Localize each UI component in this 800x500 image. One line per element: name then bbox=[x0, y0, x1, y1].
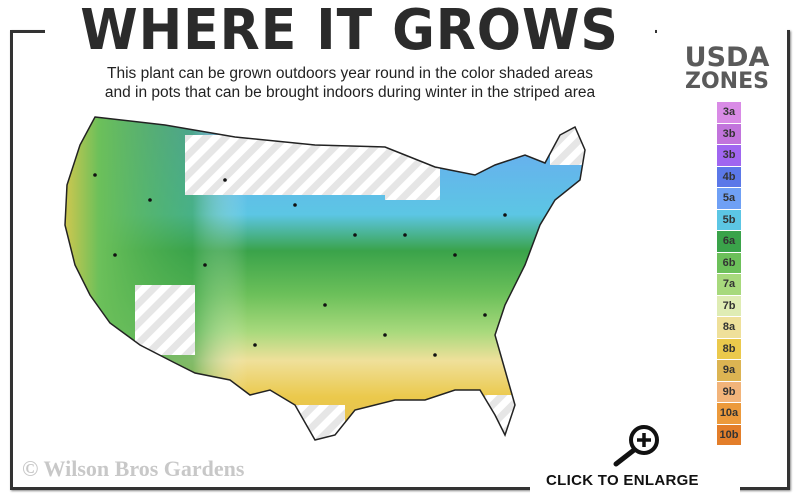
zone-swatch-6b: 6b bbox=[717, 252, 741, 273]
copyright-watermark: © Wilson Bros Gardens bbox=[22, 456, 245, 481]
click-to-enlarge-button[interactable] bbox=[530, 465, 740, 500]
page-title: WHERE IT GROWS bbox=[45, 0, 655, 62]
usda-zone-legend: USDA ZONES 3a 3b 3b 4b 5a 5b 6a 6b 7a 7b 8a 8b 9a 9b 1… bbox=[657, 20, 787, 460]
legend-title-zones: ZONES bbox=[685, 69, 769, 94]
zone-swatch-8b: 8b bbox=[717, 338, 741, 359]
zone-swatch-list: 3a 3b 3b 4b 5a 5b 6a 6b 7a 7b 8a 8b 9a 9b 10a 10b bbox=[717, 102, 741, 446]
striped-area-southwest bbox=[135, 285, 195, 355]
zone-swatch-7b: 7b bbox=[717, 295, 741, 316]
zone-swatch-6a: 6a bbox=[717, 231, 741, 252]
zone-swatch-5b: 5b bbox=[717, 209, 741, 230]
title-text: WHERE IT GROWS bbox=[80, 0, 620, 63]
zone-swatch-4b: 4b bbox=[717, 166, 741, 187]
zone-swatch-9a: 9a bbox=[717, 360, 741, 381]
zone-swatch-10a: 10a bbox=[717, 403, 741, 424]
subtitle-line-1: This plant can be grown outdoors year ro… bbox=[107, 65, 593, 82]
usda-zone-map[interactable] bbox=[55, 105, 605, 470]
subtitle: This plant can be grown outdoors year ro… bbox=[45, 64, 655, 102]
zone-swatch-9b: 9b bbox=[717, 381, 741, 402]
zone-swatch-5a: 5a bbox=[717, 188, 741, 209]
magnifier-plus-icon[interactable] bbox=[610, 422, 666, 468]
subtitle-line-2: and in pots that can be brought indoors … bbox=[104, 84, 596, 101]
legend-title: USDA ZONES bbox=[682, 42, 772, 94]
zone-swatch-3a: 3a bbox=[717, 102, 741, 123]
legend-title-usda: USDA bbox=[684, 42, 770, 73]
zone-swatch-7a: 7a bbox=[717, 274, 741, 295]
zone-swatch-3b: 3b bbox=[717, 123, 741, 144]
zone-swatch-10b: 10b bbox=[717, 424, 741, 445]
click-to-enlarge-label[interactable]: CLICK TO ENLARGE bbox=[546, 472, 699, 489]
zone-swatch-8a: 8a bbox=[717, 317, 741, 338]
zone-swatch-3b: 3b bbox=[717, 145, 741, 166]
